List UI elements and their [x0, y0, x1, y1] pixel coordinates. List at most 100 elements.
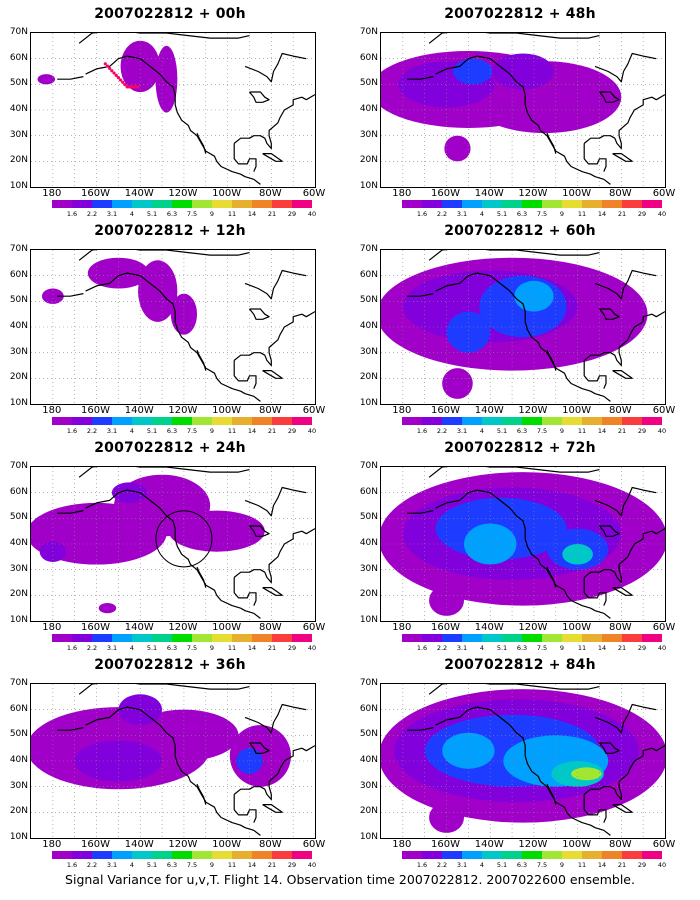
lat-tick-label: 60N [359, 52, 378, 63]
colorbar-swatch [92, 851, 112, 859]
colorbar-tick-label: 21 [617, 427, 627, 435]
lon-tick-label: 60W [652, 839, 676, 850]
colorbar-tick-label: 29 [637, 427, 647, 435]
lat-tick-label: 50N [359, 729, 378, 740]
flight-track-point [123, 82, 127, 87]
map-panel: 2007022812 + 12h 70N 60N 50N 40N 30N 20N 10N 180… [0, 217, 340, 437]
panel-title: 2007022812 + 24h [94, 440, 246, 456]
coastline [196, 783, 207, 805]
lat-tick-label: 20N [9, 372, 28, 383]
coastline [196, 132, 207, 154]
colorbar-tick-label: 11 [577, 210, 587, 218]
colorbar-swatch [442, 200, 462, 208]
colorbar-tick-label: 11 [577, 861, 587, 869]
colorbar-swatch [152, 200, 172, 208]
colorbar-swatch [502, 634, 522, 642]
colorbar-swatch [152, 634, 172, 642]
lon-tick-label: 180 [392, 188, 412, 199]
colorbar-tick-label: 4 [129, 210, 135, 218]
lon-tick-label: 160W [81, 839, 111, 850]
variance-map [30, 683, 316, 839]
colorbar-swatch [132, 851, 152, 859]
colorbar-tick-label: 40 [657, 427, 667, 435]
colorbar-swatch [172, 200, 192, 208]
lat-tick-label: 70N [9, 461, 28, 471]
coastline [594, 486, 657, 517]
colorbar-swatch [402, 634, 422, 642]
colorbar-swatch [622, 634, 642, 642]
colorbar-tick-label: 5.1 [146, 427, 158, 435]
lat-tick-label: 60N [9, 486, 28, 497]
coastline [583, 360, 607, 389]
lat-tick-label: 70N [359, 27, 378, 37]
coastline [249, 525, 270, 537]
colorbar-tick-label: 7.5 [186, 210, 198, 218]
coastline [85, 55, 261, 185]
coastline [233, 94, 315, 150]
colorbar-tick-label: 9 [559, 861, 565, 869]
map-panel: 2007022812 + 24h 70N 60N 50N 40N 30N 20N 10N 180… [0, 434, 340, 654]
colorbar-swatch [442, 851, 462, 859]
colorbar-tick-label: 3.1 [106, 427, 118, 435]
colorbar-swatch [72, 417, 92, 425]
colorbar-swatch [192, 200, 212, 208]
lat-tick-label: 50N [9, 295, 28, 306]
colorbar-swatch [522, 851, 542, 859]
coastline [244, 486, 307, 517]
coastline [407, 510, 434, 514]
colorbar-tick-label: 1.6 [66, 210, 78, 218]
coastline [262, 369, 283, 379]
colorbar-swatch [602, 417, 622, 425]
lat-tick-label: 30N [9, 346, 28, 357]
coastline [435, 272, 611, 402]
colorbar-swatch [92, 200, 112, 208]
lon-tick-label: 180 [42, 188, 62, 199]
colorbar-swatch [542, 200, 562, 208]
panel-title: 2007022812 + 48h [444, 6, 596, 22]
colorbar-tick-label: 1.6 [416, 427, 428, 435]
colorbar-swatch [132, 417, 152, 425]
coastline [85, 706, 261, 836]
colorbar-swatch [502, 851, 522, 859]
lat-tick-label: 50N [359, 512, 378, 523]
colorbar-swatch [582, 634, 602, 642]
colorbar-swatch [72, 851, 92, 859]
colorbar-swatch [212, 417, 232, 425]
colorbar-tick-label: 5.1 [146, 210, 158, 218]
lon-tick-label: 120W [518, 839, 548, 850]
colorbar-tick-label: 6.3 [516, 210, 528, 218]
colorbar-swatch [112, 200, 132, 208]
colorbar-swatch [52, 200, 72, 208]
lat-tick-label: 20N [9, 589, 28, 600]
lat-tick-label: 20N [359, 589, 378, 600]
coastline [244, 52, 307, 83]
coastline [599, 308, 620, 320]
lat-tick-label: 50N [359, 295, 378, 306]
colorbar-tick-label: 7.5 [536, 861, 548, 869]
colorbar [402, 200, 662, 208]
lat-tick-label: 50N [359, 78, 378, 89]
colorbar-tick-label: 1.6 [416, 210, 428, 218]
lon-tick-label: 60W [302, 405, 326, 416]
coastline [262, 586, 283, 596]
flight-track-point [118, 78, 123, 82]
lat-tick-label: 30N [9, 563, 28, 574]
lat-tick-label: 10N [9, 398, 28, 408]
lon-tick-label: 120W [168, 188, 198, 199]
coastline [262, 803, 283, 813]
lat-tick-label: 40N [359, 538, 378, 548]
colorbar-swatch [192, 634, 212, 642]
coastline [435, 489, 611, 619]
colorbar-tick-label: 3.1 [106, 644, 118, 652]
colorbar-tick-label: 11 [577, 427, 587, 435]
colorbar-tick-label: 3.1 [456, 644, 468, 652]
lon-tick-label: 180 [392, 622, 412, 633]
coastline [428, 684, 600, 695]
coastline [546, 349, 557, 371]
coastline [244, 269, 307, 300]
colorbar-tick-label: 1.6 [416, 644, 428, 652]
lon-tick-label: 140W [124, 839, 154, 850]
colorbar-swatch [192, 417, 212, 425]
variance-contour [453, 58, 493, 85]
coastline [196, 349, 207, 371]
